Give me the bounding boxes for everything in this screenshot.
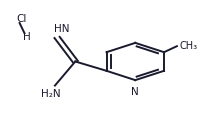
Text: CH₃: CH₃ (179, 41, 197, 51)
Text: H₂N: H₂N (41, 89, 61, 99)
Text: H: H (23, 32, 31, 42)
Text: N: N (132, 87, 139, 97)
Text: Cl: Cl (16, 14, 27, 24)
Text: HN: HN (54, 24, 69, 34)
